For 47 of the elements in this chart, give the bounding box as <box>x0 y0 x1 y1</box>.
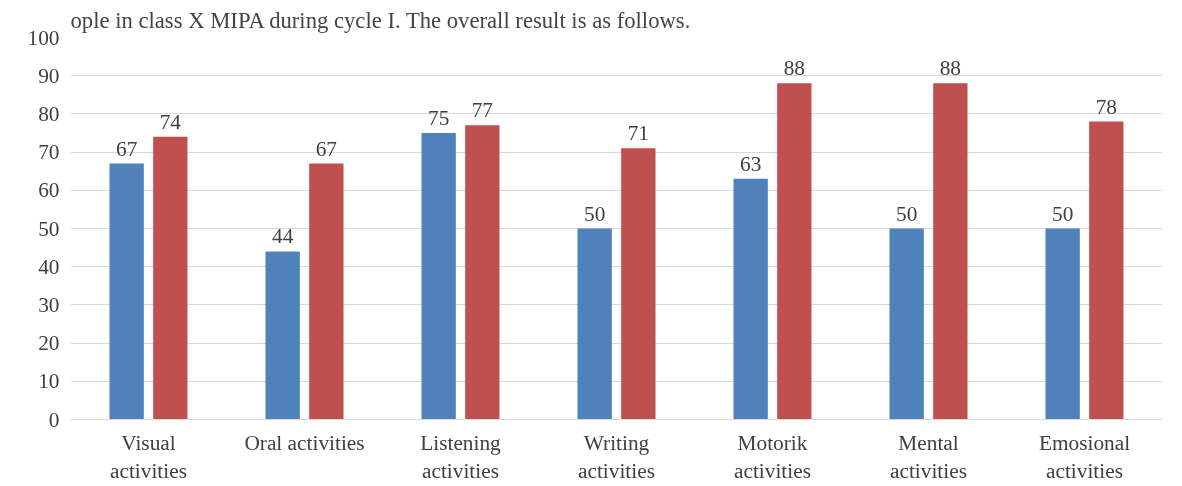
x-tick-label: Visual activities <box>110 430 187 484</box>
bar <box>465 125 500 420</box>
x-tick-label: Oral activities <box>244 430 365 455</box>
y-tick-label: 40 <box>38 254 60 279</box>
y-tick-label: 50 <box>38 216 60 241</box>
x-tick-label: Motorik activities <box>734 430 811 484</box>
y-tick-label: 70 <box>38 140 60 165</box>
y-tick-label: 30 <box>38 292 60 317</box>
y-tick-label: 90 <box>38 63 60 88</box>
data-label: 74 <box>159 109 182 134</box>
y-tick-label: 0 <box>48 407 60 432</box>
data-label: 50 <box>1052 201 1074 226</box>
data-label: 71 <box>627 121 649 146</box>
bar <box>889 228 924 420</box>
bar <box>421 133 456 420</box>
data-label: 78 <box>1095 94 1117 119</box>
x-tick-label: Mental activities <box>890 430 967 484</box>
data-label: 75 <box>428 106 450 130</box>
bar <box>109 163 144 420</box>
data-label: 50 <box>896 201 918 226</box>
data-label: 67 <box>315 136 338 161</box>
data-label: 67 <box>116 136 138 161</box>
x-tick-label: Listening activities <box>420 430 502 484</box>
data-label: 44 <box>272 224 294 249</box>
data-label: 88 <box>939 56 961 81</box>
bar <box>733 178 768 420</box>
bar <box>309 163 344 420</box>
bar <box>1045 228 1080 420</box>
y-tick-label: 80 <box>38 101 60 126</box>
bar <box>153 136 188 420</box>
y-tick-label: 20 <box>38 331 60 356</box>
y-tick-label: 100 <box>27 25 60 50</box>
data-label: 77 <box>471 98 494 123</box>
bar <box>1089 121 1124 420</box>
x-tick-label: Emosional activities <box>1038 430 1131 484</box>
data-label: 88 <box>783 56 805 81</box>
data-label: 63 <box>740 151 762 176</box>
bar <box>621 148 656 420</box>
y-tick-label: 60 <box>38 178 60 203</box>
x-tick-label: Writing activities <box>578 430 655 484</box>
bar <box>777 83 812 420</box>
y-tick-label: 10 <box>38 369 60 394</box>
bar <box>265 251 300 420</box>
bar <box>933 83 968 420</box>
bar <box>577 228 612 420</box>
text: ople in class X MIPA during cycle I. The overall result is as follows. <box>70 7 691 33</box>
data-label: 50 <box>584 201 606 226</box>
